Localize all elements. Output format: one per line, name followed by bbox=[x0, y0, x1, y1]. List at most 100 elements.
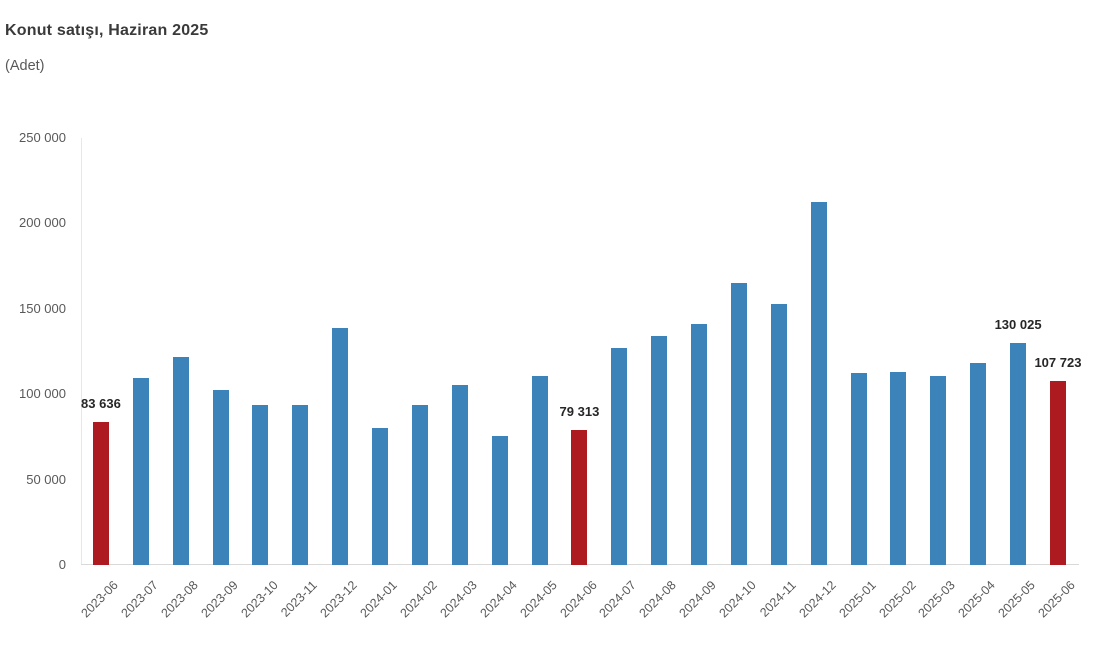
x-tick-slot-2025-06: 2025-06 bbox=[1035, 570, 1078, 645]
bar-2025-03 bbox=[930, 375, 947, 565]
y-tick-250000: 250 000 bbox=[19, 130, 66, 145]
x-tick-slot-2023-11: 2023-11 bbox=[279, 570, 321, 645]
x-tick-2024-08: 2024-08 bbox=[636, 578, 680, 621]
x-tick-slot-2023-09: 2023-09 bbox=[198, 570, 241, 645]
x-tick-slot-2024-02: 2024-02 bbox=[397, 570, 440, 645]
x-tick-2025-04: 2025-04 bbox=[955, 578, 999, 621]
bar-slot-2023-06: 83 636 bbox=[81, 138, 121, 565]
x-tick-2025-01: 2025-01 bbox=[836, 578, 879, 621]
x-tick-2024-11: 2024-11 bbox=[757, 578, 799, 620]
x-tick-slot-2024-07: 2024-07 bbox=[596, 570, 640, 645]
x-tick-slot-2023-06: 2023-06 bbox=[78, 570, 121, 645]
x-tick-slot-2024-10: 2024-10 bbox=[716, 570, 759, 645]
bar-slot-2023-07 bbox=[121, 138, 161, 565]
bar-2024-03 bbox=[451, 384, 468, 565]
y-tick-0: 0 bbox=[58, 557, 66, 572]
bar-slot-2024-04 bbox=[480, 138, 520, 565]
x-tick-2023-06: 2023-06 bbox=[78, 578, 121, 621]
x-tick-2024-01: 2024-01 bbox=[357, 578, 400, 621]
bar-slot-2025-06: 107 723 bbox=[1034, 138, 1081, 565]
x-tick-slot-2024-03: 2024-03 bbox=[437, 570, 480, 645]
bar-2025-02 bbox=[890, 372, 907, 565]
chart-title: Konut satışı, Haziran 2025 bbox=[5, 22, 209, 39]
y-tick-100000: 100 000 bbox=[19, 386, 66, 402]
x-tick-slot-2024-01: 2024-01 bbox=[357, 570, 400, 645]
x-tick-slot-2023-12: 2023-12 bbox=[317, 570, 361, 645]
bar-2023-06 bbox=[92, 422, 109, 565]
bar-2024-01 bbox=[372, 427, 389, 565]
x-tick-2024-07: 2024-07 bbox=[596, 578, 640, 621]
x-tick-2024-05: 2024-05 bbox=[517, 578, 560, 621]
x-tick-2023-07: 2023-07 bbox=[118, 578, 161, 621]
bar-slot-2024-02 bbox=[400, 138, 440, 565]
y-tick-50000: 50 000 bbox=[26, 471, 66, 487]
bar-slot-2023-09 bbox=[201, 138, 241, 565]
x-tick-slot-2024-12: 2024-12 bbox=[796, 570, 839, 645]
data-label-2023-06: 83 636 bbox=[81, 396, 121, 412]
x-tick-slot-2023-07: 2023-07 bbox=[118, 570, 161, 645]
bar-slot-2024-03 bbox=[440, 138, 480, 565]
bar-2024-11 bbox=[770, 303, 787, 565]
x-tick-2023-09: 2023-09 bbox=[198, 578, 241, 621]
bar-2023-09 bbox=[212, 389, 229, 565]
x-tick-2024-09: 2024-09 bbox=[676, 578, 719, 621]
bar-slot-2023-10 bbox=[241, 138, 281, 565]
x-tick-2023-12: 2023-12 bbox=[317, 578, 361, 621]
bar-slot-2025-02 bbox=[879, 138, 919, 565]
bar-2024-12 bbox=[810, 201, 827, 565]
x-tick-2024-06: 2024-06 bbox=[556, 578, 600, 621]
x-tick-2024-10: 2024-10 bbox=[716, 578, 759, 621]
x-tick-2025-02: 2025-02 bbox=[875, 578, 919, 621]
bar-2025-04 bbox=[970, 362, 987, 565]
bar-2024-02 bbox=[411, 404, 428, 565]
bar-2023-12 bbox=[332, 328, 349, 565]
y-tick-150000: 150 000 bbox=[19, 300, 66, 316]
bar-slot-2024-06: 79 313 bbox=[560, 138, 600, 565]
data-label-2025-06: 107 723 bbox=[1034, 355, 1082, 371]
x-tick-2025-03: 2025-03 bbox=[915, 578, 959, 621]
bar-2023-08 bbox=[172, 356, 189, 565]
y-axis-line bbox=[81, 138, 82, 565]
x-tick-slot-2025-05: 2025-05 bbox=[996, 570, 1038, 645]
bar-2025-05 bbox=[1010, 342, 1027, 565]
x-tick-slot-2025-04: 2025-04 bbox=[955, 570, 999, 645]
x-axis-ticks: 2023-06 2023-07 2023-08 2023-09 2023-10 2023-… bbox=[78, 570, 1078, 645]
x-tick-slot-2024-08: 2024-08 bbox=[636, 570, 680, 645]
x-tick-slot-2024-11: 2024-11 bbox=[757, 570, 799, 645]
bar-slot-2025-01 bbox=[839, 138, 879, 565]
bar-slot-2024-07 bbox=[599, 138, 639, 565]
x-tick-slot-2025-03: 2025-03 bbox=[915, 570, 959, 645]
bar-slot-2025-05: 130 025 bbox=[995, 138, 1042, 565]
data-label-2024-06: 79 313 bbox=[559, 403, 600, 419]
bar-2023-11 bbox=[292, 405, 309, 565]
bar-slot-2023-11 bbox=[280, 138, 320, 565]
bar-2024-04 bbox=[491, 435, 508, 565]
bar-slot-2024-10 bbox=[719, 138, 759, 565]
bar-slot-2024-11 bbox=[759, 138, 799, 565]
bar-2024-05 bbox=[531, 376, 548, 565]
x-tick-slot-2025-02: 2025-02 bbox=[875, 570, 919, 645]
bar-2025-01 bbox=[850, 373, 867, 565]
bar-2023-10 bbox=[252, 404, 269, 565]
x-tick-slot-2024-09: 2024-09 bbox=[676, 570, 719, 645]
bar-2024-06 bbox=[571, 429, 588, 565]
data-label-2025-05: 130 025 bbox=[994, 316, 1042, 332]
x-tick-2024-04: 2024-04 bbox=[477, 578, 520, 621]
x-tick-slot-2025-01: 2025-01 bbox=[836, 570, 879, 645]
bar-2024-08 bbox=[651, 335, 668, 565]
bar-2023-07 bbox=[132, 377, 149, 565]
x-tick-2024-02: 2024-02 bbox=[397, 578, 440, 621]
x-tick-slot-2024-06: 2024-06 bbox=[556, 570, 600, 645]
x-tick-slot-2024-05: 2024-05 bbox=[517, 570, 560, 645]
bars-container: 83 636 79 313 130 025 107 723 bbox=[81, 138, 1081, 565]
bar-slot-2024-08 bbox=[639, 138, 679, 565]
bar-2024-09 bbox=[691, 324, 708, 565]
bar-slot-2024-09 bbox=[679, 138, 719, 565]
bar-2024-07 bbox=[611, 347, 628, 565]
x-tick-2024-03: 2024-03 bbox=[437, 578, 480, 621]
x-tick-2023-10: 2023-10 bbox=[237, 578, 281, 621]
bar-2024-10 bbox=[730, 283, 747, 565]
x-tick-2023-08: 2023-08 bbox=[158, 578, 201, 621]
x-tick-2025-06: 2025-06 bbox=[1035, 578, 1078, 621]
